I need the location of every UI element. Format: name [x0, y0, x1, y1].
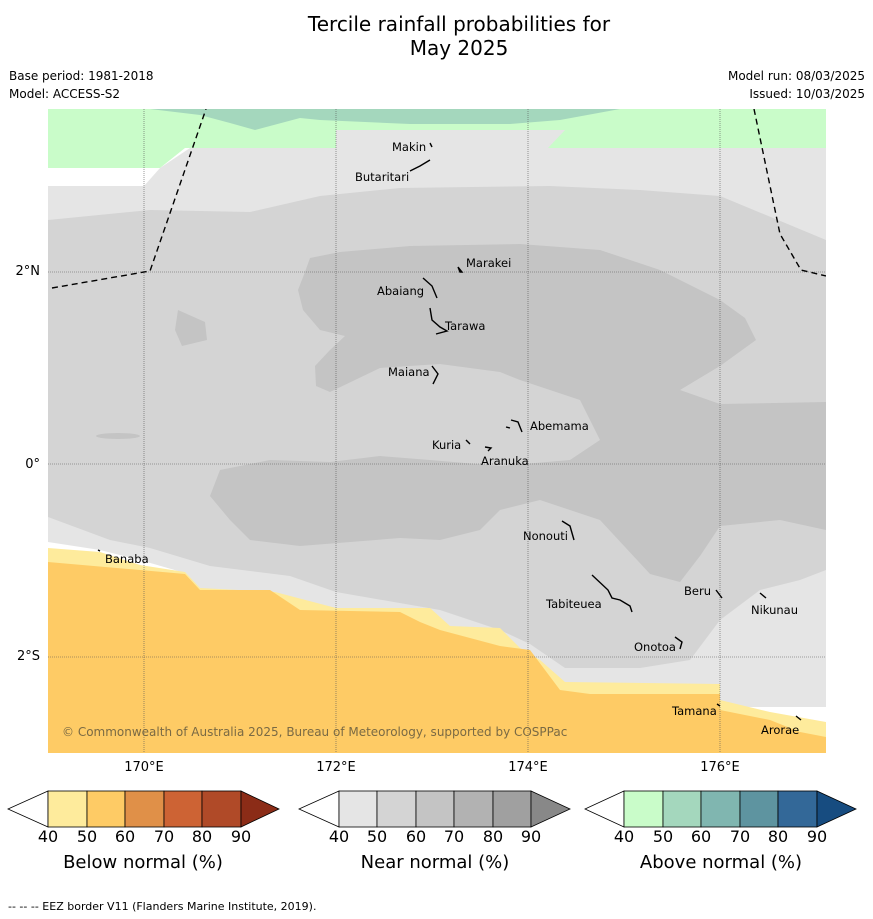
island-arorae — [795, 715, 802, 721]
meta-left: Base period: 1981-2018 Model: ACCESS-S2 — [9, 67, 154, 103]
above-normal-50-60-region — [150, 109, 620, 130]
island-marakei — [457, 266, 464, 273]
eez-border — [51, 109, 826, 289]
label-nikunau: Nikunau — [751, 603, 798, 617]
island-kuria — [465, 439, 471, 445]
cb-near-tick: 90 — [520, 827, 542, 846]
label-arorae: Arorae — [761, 723, 799, 737]
title-line-2: May 2025 — [409, 36, 509, 60]
label-aranuka: Aranuka — [481, 454, 529, 468]
island-onotoa — [674, 636, 683, 650]
lon-label-170e: 170°E — [124, 760, 164, 775]
island-abaiang — [422, 277, 438, 299]
island-tabiteuea — [591, 574, 633, 613]
lon-label-176e: 176°E — [700, 760, 740, 775]
cb-near-tick: 80 — [482, 827, 504, 846]
issued-date: Issued: 10/03/2025 — [749, 87, 865, 101]
cb-below-tick: 90 — [230, 827, 252, 846]
label-abemama: Abemama — [530, 419, 589, 433]
island-aranuka — [484, 446, 493, 452]
colorbar-near-normal — [298, 790, 571, 828]
graticule — [48, 109, 826, 753]
cb-above-tick: 40 — [613, 827, 635, 846]
cb-below-tick: 70 — [153, 827, 175, 846]
island-nonouti — [561, 520, 575, 541]
map-title: Tercile rainfall probabilities for May 2… — [0, 12, 873, 60]
label-tabiteuea: Tabiteuea — [545, 597, 602, 611]
cb-near-tick: 40 — [328, 827, 350, 846]
cb-above-tick: 70 — [729, 827, 751, 846]
label-abaiang: Abaiang — [377, 284, 424, 298]
below-normal-50-60-region — [48, 562, 826, 753]
lon-label-172e: 172°E — [316, 760, 356, 775]
near-normal-60-70-patch — [175, 310, 207, 346]
label-marakei: Marakei — [466, 256, 511, 270]
label-makin: Makin — [392, 140, 426, 154]
title-line-1: Tercile rainfall probabilities for — [307, 12, 611, 36]
near-normal-60-70-patch-small — [96, 433, 140, 439]
model-run: Model run: 08/03/2025 — [727, 69, 865, 83]
island-banaba — [97, 549, 101, 552]
cb-near-tick: 70 — [443, 827, 465, 846]
near-normal-60-70-region — [210, 244, 826, 582]
eez-footnote: -- -- -- EEZ border V11 (Flanders Marine… — [8, 900, 317, 913]
island-nikunau — [759, 592, 767, 599]
lat-label-0: 0° — [25, 457, 40, 472]
island-maiana — [431, 365, 439, 385]
place-labels: Makin Butaritari Marakei Abaiang Tarawa … — [105, 140, 799, 737]
cb-above-tick: 90 — [806, 827, 828, 846]
label-nonouti: Nonouti — [523, 529, 568, 543]
lat-label-2s: 2°S — [16, 649, 40, 664]
base-period: Base period: 1981-2018 — [9, 69, 154, 83]
island-beru — [715, 589, 723, 599]
label-tarawa: Tarawa — [444, 319, 485, 333]
cb-below-tick: 50 — [76, 827, 98, 846]
cb-above-tick: 80 — [767, 827, 789, 846]
cb-above-tick: 50 — [652, 827, 674, 846]
island-abemama — [505, 419, 523, 433]
islands — [97, 142, 802, 721]
colorbar-below-normal — [7, 790, 280, 828]
island-makin — [429, 142, 433, 148]
colorbar-above-normal — [584, 790, 857, 828]
label-butaritari: Butaritari — [355, 170, 409, 184]
label-maiana: Maiana — [388, 365, 430, 379]
cb-below-tick: 40 — [37, 827, 59, 846]
island-tamana — [716, 703, 721, 707]
cb-near-tick: 50 — [366, 827, 388, 846]
meta-right: Model run: 08/03/2025 Issued: 10/03/2025 — [728, 67, 865, 103]
label-kuria: Kuria — [432, 438, 461, 452]
island-butaritari — [409, 159, 431, 172]
cb-near-label: Near normal (%) — [360, 852, 510, 873]
cb-above-label: Above normal (%) — [639, 852, 803, 873]
label-onotoa: Onotoa — [634, 640, 676, 654]
model-name: Model: ACCESS-S2 — [9, 87, 121, 101]
label-tamana: Tamana — [671, 704, 717, 718]
map-area: Makin Butaritari Marakei Abaiang Tarawa … — [48, 109, 826, 753]
island-tarawa — [429, 307, 449, 335]
cb-below-tick: 60 — [114, 827, 136, 846]
label-beru: Beru — [684, 584, 711, 598]
cb-above-tick: 60 — [690, 827, 712, 846]
cb-below-label: Below normal (%) — [63, 852, 223, 873]
lon-label-174e: 174°E — [508, 760, 548, 775]
lat-label-2n: 2°N — [15, 264, 41, 279]
label-banaba: Banaba — [105, 552, 149, 566]
copyright-credit: © Commonwealth of Australia 2025, Bureau… — [62, 725, 567, 739]
cb-below-tick: 80 — [191, 827, 213, 846]
cb-near-tick: 60 — [405, 827, 427, 846]
